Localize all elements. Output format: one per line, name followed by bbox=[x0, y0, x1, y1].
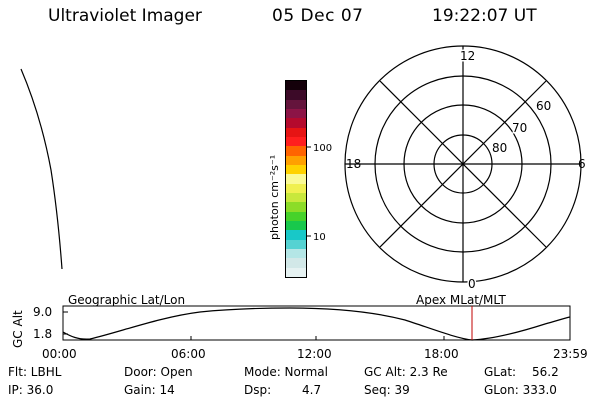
header-date: 05 Dec 07 bbox=[272, 6, 364, 26]
colorbar-step bbox=[286, 108, 306, 119]
colorbar-step bbox=[286, 99, 306, 109]
altitude-ytick-top: 9.0 bbox=[33, 305, 52, 319]
altitude-plot: GC Alt 9.0 1.8 bbox=[11, 305, 571, 348]
xtick-0600: 06:00 bbox=[171, 347, 206, 361]
ip-value: IP: 36.0 bbox=[8, 383, 54, 397]
seq-value: Seq: 39 bbox=[364, 383, 410, 397]
colorbar bbox=[285, 80, 307, 278]
flt-value: Flt: LBHL bbox=[8, 365, 62, 379]
colorbar-tick-label-100: 100 bbox=[313, 143, 332, 154]
colorbar-step bbox=[286, 220, 306, 231]
image-panel bbox=[20, 68, 63, 270]
gc-alt-value: GC Alt: 2.3 Re bbox=[364, 365, 448, 379]
svg-text:0: 0 bbox=[468, 277, 476, 291]
colorbar-step bbox=[286, 248, 306, 259]
svg-text:70: 70 bbox=[512, 121, 527, 135]
limb-curve bbox=[20, 68, 63, 270]
colorbar-unit-label: photon cm⁻²s⁻¹ bbox=[268, 155, 281, 240]
colorbar-step bbox=[286, 155, 306, 165]
colorbar-step bbox=[286, 258, 306, 268]
colorbar-step bbox=[286, 239, 306, 249]
glon-value: GLon: 333.0 bbox=[484, 383, 557, 397]
polar-label-70: 70 bbox=[512, 121, 527, 135]
colorbar-step bbox=[286, 146, 306, 156]
xtick-1200: 12:00 bbox=[297, 347, 332, 361]
glat-label: GLat: bbox=[484, 365, 517, 379]
mode-value: Mode: Normal bbox=[244, 365, 328, 379]
polar-label-60: 60 bbox=[536, 99, 551, 113]
geographic-title: Geographic Lat/Lon bbox=[68, 293, 186, 307]
colorbar-step bbox=[286, 183, 306, 193]
xtick-2359: 23:59 bbox=[553, 347, 588, 361]
colorbar-step bbox=[286, 230, 306, 240]
dsp-value: 4.7 bbox=[302, 383, 322, 397]
polar-plot: 12 12 0 0 18 6 60 60 70 70 80 80 bbox=[344, 45, 586, 293]
colorbar-step bbox=[286, 192, 306, 203]
svg-text:60: 60 bbox=[536, 99, 551, 113]
svg-text:80: 80 bbox=[492, 141, 507, 155]
colorbar-step bbox=[286, 164, 306, 175]
polar-label-18: 18 bbox=[346, 157, 361, 171]
door-value: Door: Open bbox=[124, 365, 193, 379]
polar-diagonal-2 bbox=[379, 80, 547, 248]
colorbar-step bbox=[286, 90, 306, 100]
polar-label-12: 12 bbox=[460, 49, 475, 63]
xtick-0000: 00:00 bbox=[42, 347, 77, 361]
gain-value: Gain: 14 bbox=[124, 383, 175, 397]
colorbar-step bbox=[286, 127, 306, 137]
apex-title: Apex MLat/MLT bbox=[416, 293, 506, 307]
svg-text:12: 12 bbox=[460, 49, 475, 63]
colorbar-step bbox=[286, 202, 306, 212]
altitude-ytick-bottom: 1.8 bbox=[33, 327, 52, 341]
colorbar-step bbox=[286, 136, 306, 147]
colorbar-tick-label-10: 10 bbox=[313, 232, 326, 243]
colorbar-step bbox=[286, 267, 306, 277]
header-time: 19:22:07 UT bbox=[432, 6, 537, 26]
dsp-label: Dsp: bbox=[244, 383, 272, 397]
altitude-ylabel: GC Alt bbox=[11, 310, 25, 348]
altitude-plot-frame bbox=[62, 305, 571, 341]
colorbar-step bbox=[286, 81, 306, 91]
colorbar-step bbox=[286, 174, 306, 184]
colorbar-step bbox=[286, 118, 306, 128]
altitude-curve bbox=[62, 307, 571, 341]
glat-value: 56.2 bbox=[532, 365, 559, 379]
polar-label-0: 0 bbox=[468, 277, 476, 291]
polar-label-6: 6 bbox=[578, 157, 586, 171]
polar-label-80: 80 bbox=[492, 141, 507, 155]
colorbar-axis: 100 10 photon cm⁻²s⁻¹ bbox=[268, 143, 332, 243]
xtick-1800: 18:00 bbox=[424, 347, 459, 361]
colorbar-step bbox=[286, 211, 306, 221]
page-title: Ultraviolet Imager bbox=[48, 6, 202, 26]
